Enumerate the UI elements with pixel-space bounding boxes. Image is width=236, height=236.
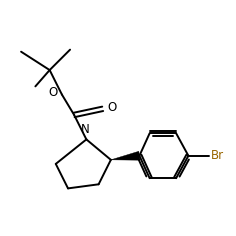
Text: N: N <box>81 123 90 136</box>
Polygon shape <box>111 151 140 160</box>
Text: Br: Br <box>211 149 223 162</box>
Text: O: O <box>48 86 57 99</box>
Text: O: O <box>107 101 116 114</box>
